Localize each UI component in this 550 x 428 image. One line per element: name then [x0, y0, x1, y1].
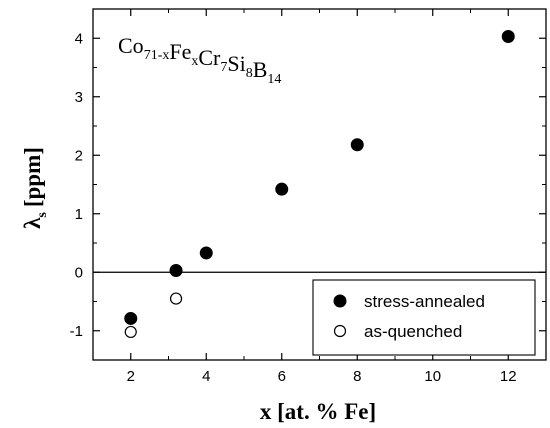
formula-element: Fe	[169, 39, 191, 64]
formula-subscript: 71-x	[144, 48, 170, 63]
formula-subscript: 14	[267, 72, 281, 87]
x-tick-label: 6	[278, 368, 286, 385]
point-stress-annealed	[501, 29, 515, 43]
ylabel-unit: [ppm]	[20, 147, 45, 207]
ylabel-symbol: λ	[20, 217, 45, 229]
point-stress-annealed	[124, 311, 138, 325]
point-stress-annealed	[169, 263, 183, 277]
legend-box	[312, 279, 536, 356]
formula-element: B	[253, 57, 268, 82]
point-stress-annealed	[199, 246, 213, 260]
y-tick-label: -1	[70, 323, 83, 340]
legend-marker-as-quenched	[333, 324, 347, 338]
point-stress-annealed	[275, 182, 289, 196]
x-tick-label: 4	[202, 368, 210, 385]
formula-subscript: 8	[246, 66, 253, 81]
legend-label-stress-annealed: stress-annealed	[364, 292, 485, 311]
y-tick-label: 4	[75, 30, 83, 47]
y-tick-label: 0	[75, 264, 83, 281]
x-tick-label: 2	[127, 368, 135, 385]
point-as-quenched	[169, 292, 183, 305]
ylabel-subscript: s	[35, 212, 50, 218]
legend-marker-stress-annealed	[333, 294, 347, 308]
point-as-quenched	[124, 325, 137, 339]
y-tick-label: 3	[75, 89, 83, 106]
x-tick-label: 10	[424, 368, 441, 385]
data-points	[124, 29, 515, 339]
x-tick-label: 8	[353, 368, 361, 385]
x-tick-label: 12	[500, 368, 517, 385]
point-stress-annealed	[350, 138, 364, 152]
y-tick-label: 1	[75, 206, 83, 223]
formula-subscript: 7	[220, 60, 227, 75]
formula-element: Si	[227, 51, 245, 76]
y-tick-label: 2	[75, 147, 83, 164]
legend: stress-annealed as-quenched	[312, 279, 536, 356]
y-axis-title: λs [ppm]	[20, 147, 50, 229]
x-axis-title: x [at. % Fe]	[260, 399, 376, 424]
composition-formula: Co71-xFexCr7Si8B14	[118, 33, 281, 87]
formula-element: Co	[118, 33, 144, 58]
legend-label-as-quenched: as-quenched	[364, 322, 462, 341]
formula-subscript: x	[191, 54, 198, 69]
formula-element: Cr	[198, 45, 221, 70]
